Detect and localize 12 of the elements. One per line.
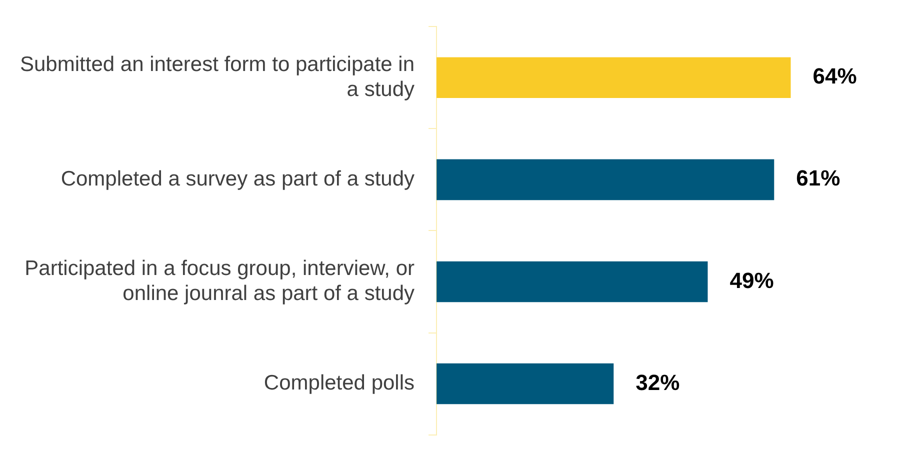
- y-tick-label: Completed a survey as part of a study: [60, 167, 416, 190]
- data-label: 64%: [812, 64, 857, 89]
- y-tick-label: Submitted an interest form to participate in a study: [20, 52, 416, 102]
- bar: [436, 159, 774, 200]
- bar: [436, 57, 791, 98]
- bar: [436, 363, 614, 404]
- data-label: 49%: [730, 268, 774, 293]
- data-label: 32%: [636, 370, 680, 395]
- data-label: 61%: [796, 166, 840, 191]
- y-tick-label: Participated in a focus group, interview, or online jounral as part of a study: [24, 256, 416, 306]
- y-tick-label: Completed polls: [264, 372, 415, 395]
- bar: [436, 261, 708, 302]
